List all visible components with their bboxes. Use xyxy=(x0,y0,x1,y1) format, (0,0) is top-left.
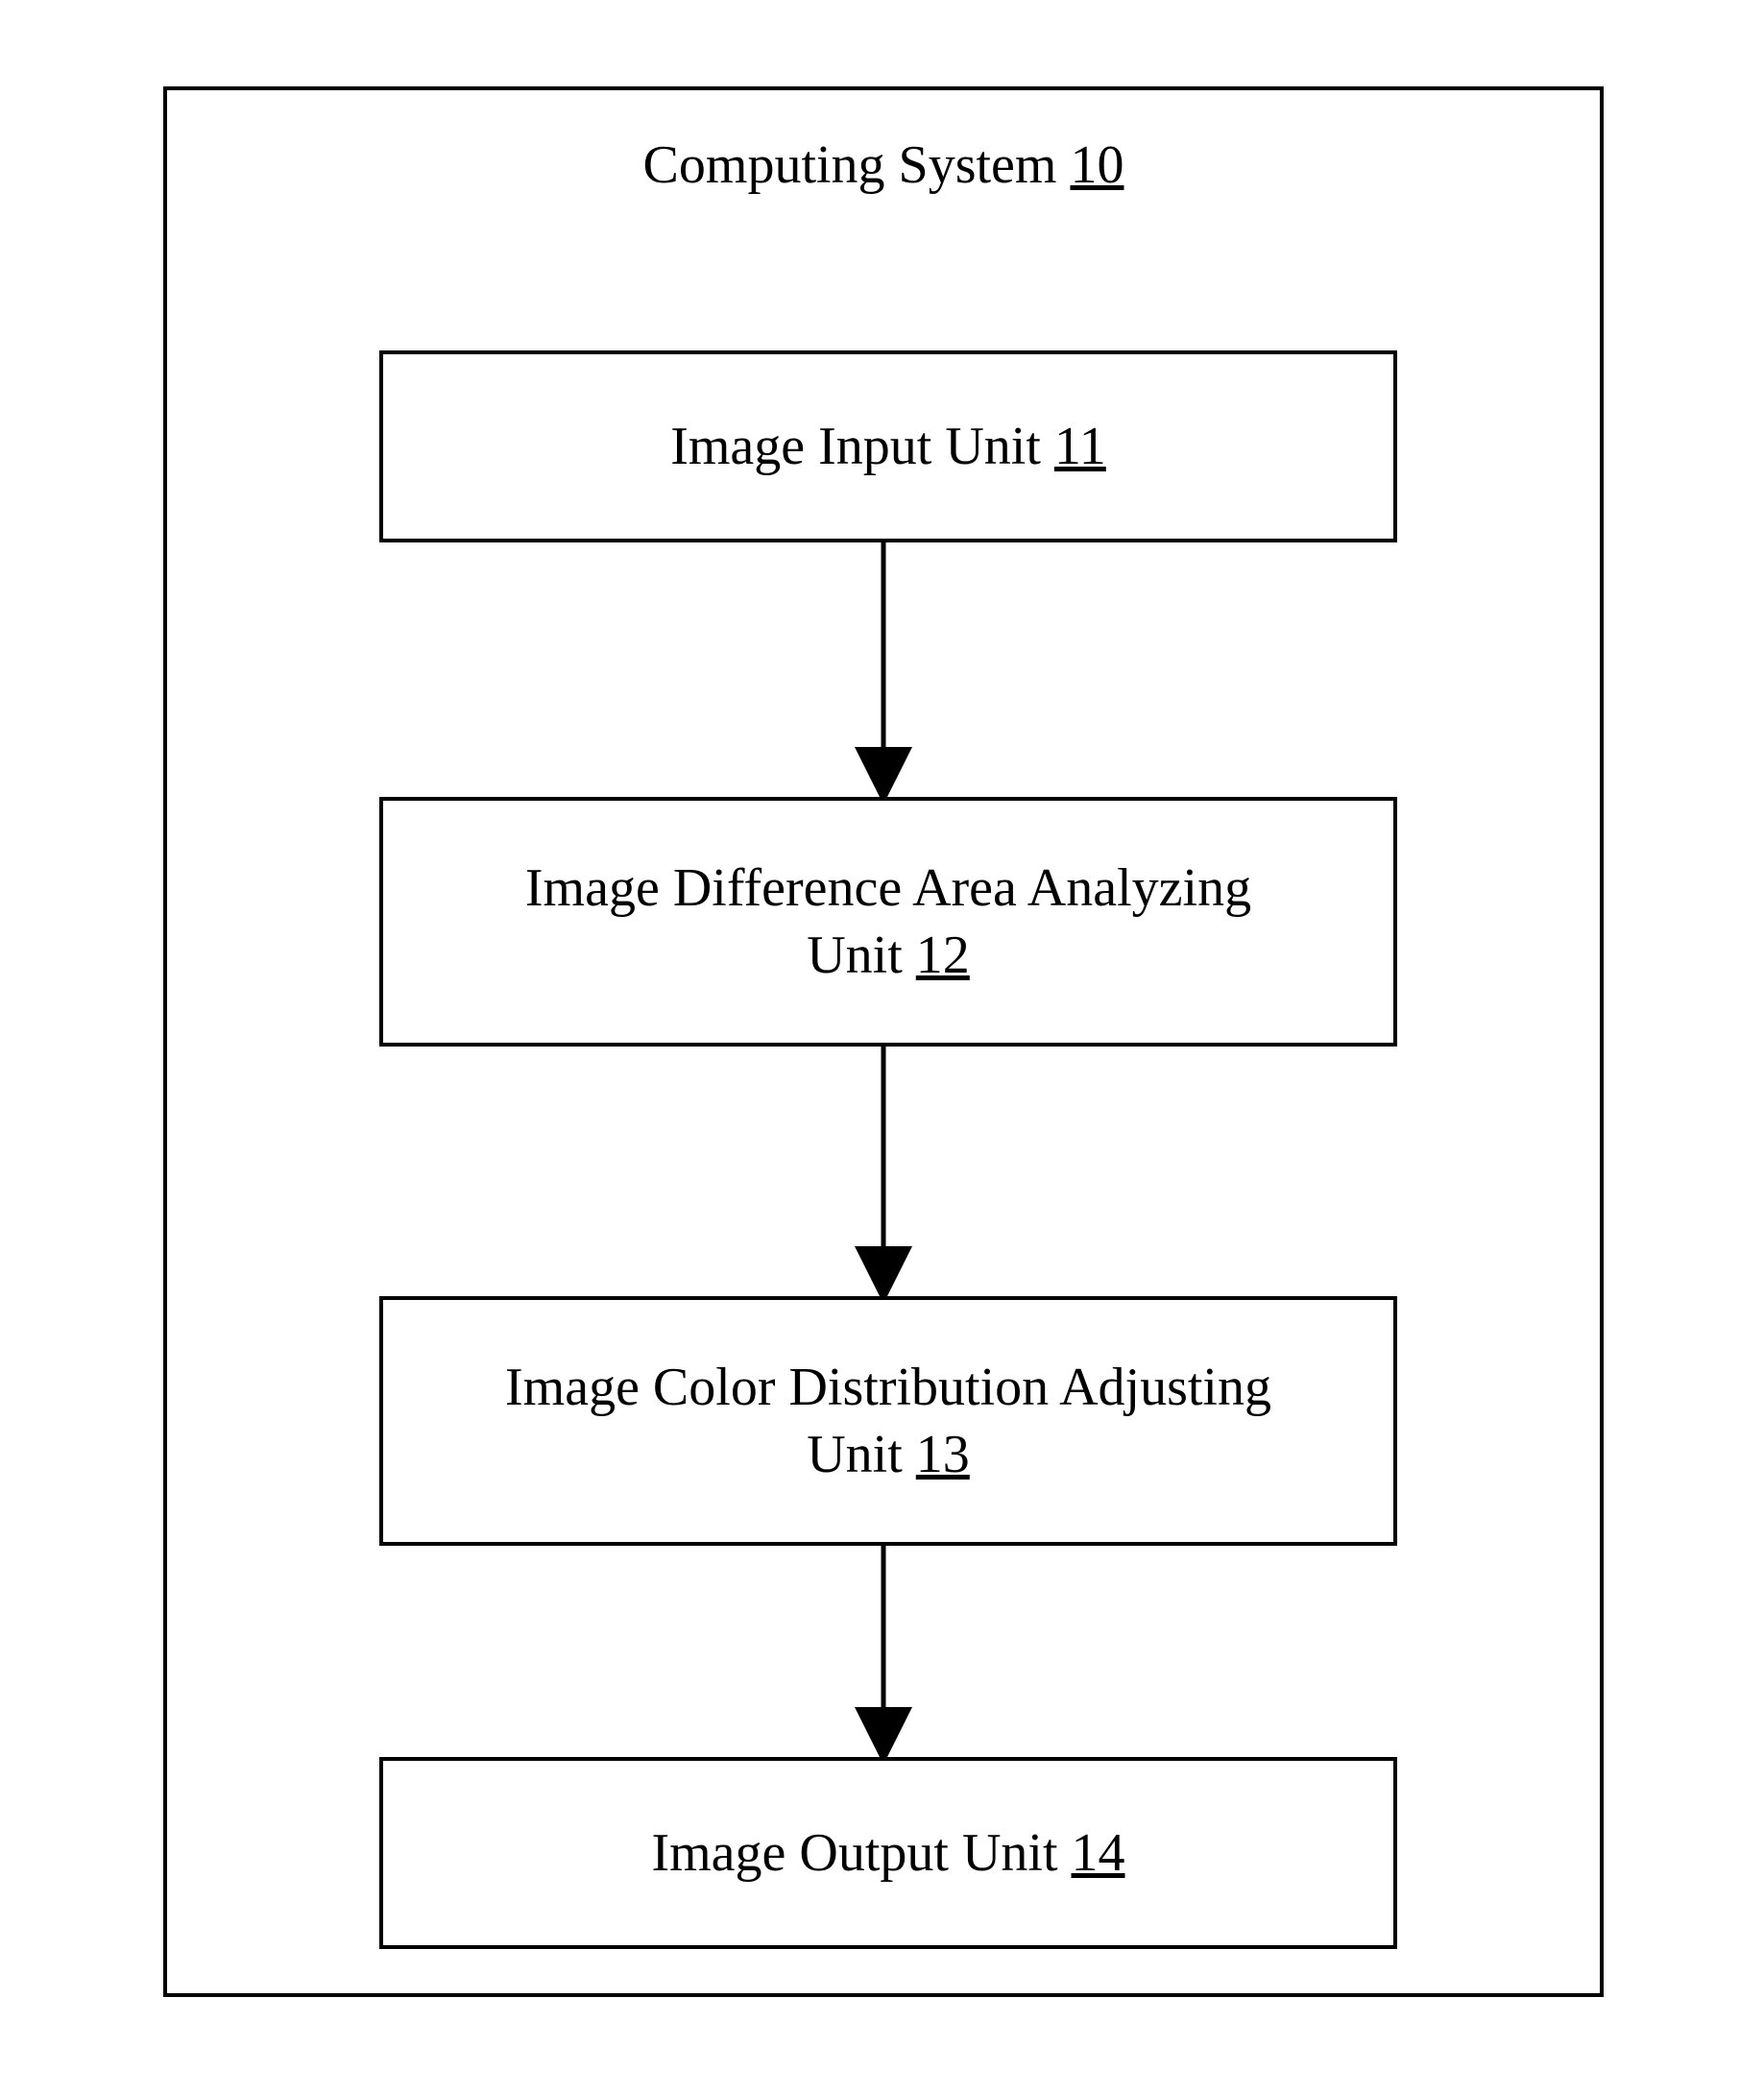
node-label: Image Color Distribution Adjusting Unit xyxy=(505,1358,1271,1484)
diagram-title: Computing System 10 xyxy=(163,134,1604,196)
title-ref: 10 xyxy=(1070,135,1124,195)
node-label: Image Difference Area Analyzing Unit xyxy=(525,858,1251,985)
node-label: Image Input Unit xyxy=(670,417,1054,476)
node-ref: 11 xyxy=(1054,417,1106,476)
node-label: Image Output Unit xyxy=(651,1823,1071,1883)
arrow-n3-n4 xyxy=(852,1546,915,1757)
node-ref: 12 xyxy=(916,926,970,985)
node-ref: 13 xyxy=(916,1425,970,1484)
node-image-input-unit: Image Input Unit 11 xyxy=(379,350,1397,542)
node-image-color-distribution-adjusting-unit: Image Color Distribution Adjusting Unit … xyxy=(379,1296,1397,1546)
arrow-n1-n2 xyxy=(852,542,915,797)
arrow-n2-n3 xyxy=(852,1047,915,1296)
title-text: Computing System xyxy=(643,135,1071,195)
node-ref: 14 xyxy=(1072,1823,1125,1883)
diagram-canvas: Computing System 10 Image Input Unit 11 … xyxy=(0,0,1764,2094)
node-image-output-unit: Image Output Unit 14 xyxy=(379,1757,1397,1949)
node-image-difference-analyzing-unit: Image Difference Area Analyzing Unit 12 xyxy=(379,797,1397,1047)
